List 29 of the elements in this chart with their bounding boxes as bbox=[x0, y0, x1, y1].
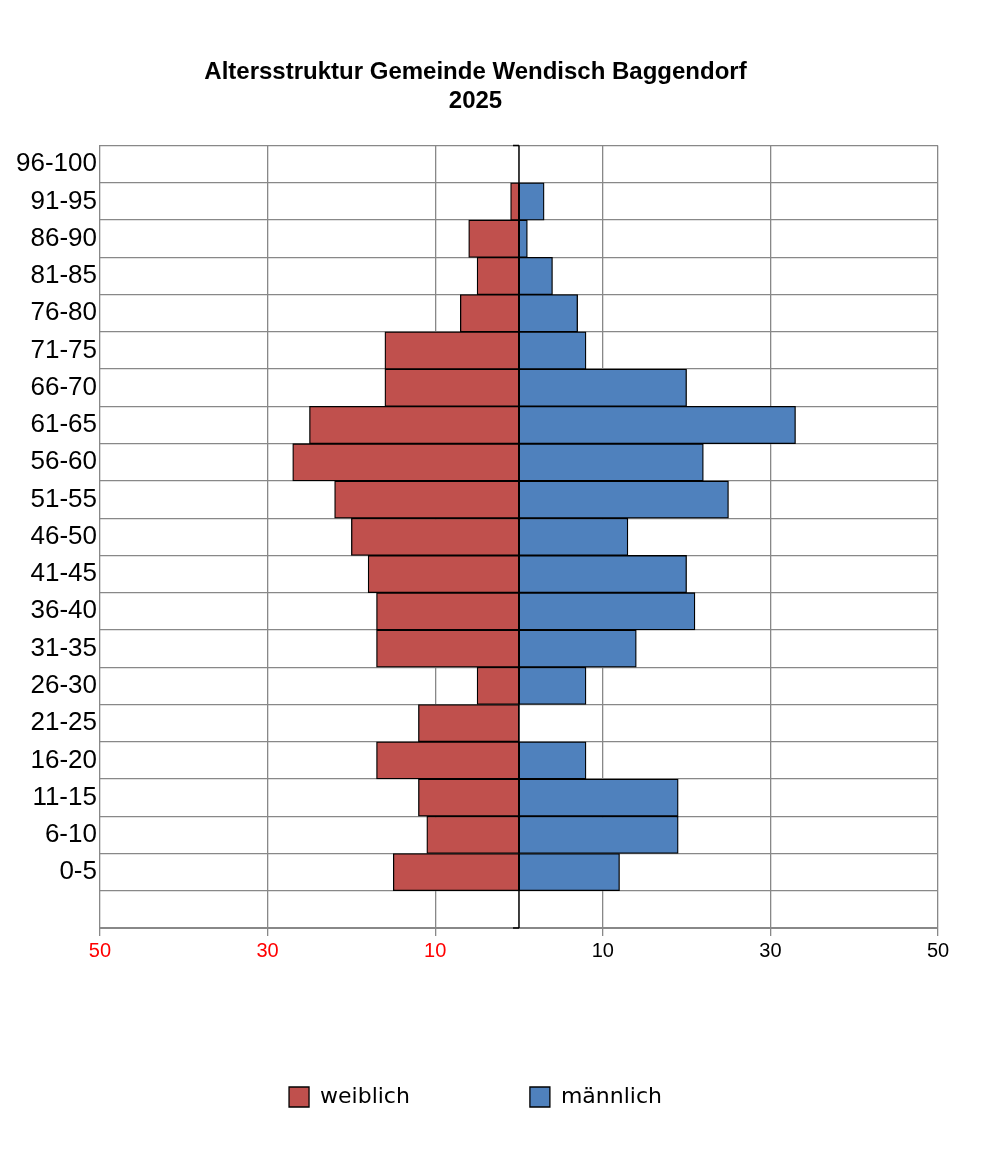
y-tick-label: 86-90 bbox=[30, 221, 97, 252]
x-tick-label: 30 bbox=[256, 938, 279, 961]
y-tick-label: 26-30 bbox=[30, 669, 97, 699]
y-tick-label: 6-10 bbox=[44, 818, 97, 849]
y-tick-label: 16-20 bbox=[30, 743, 97, 774]
y-tick-label: 46-50 bbox=[30, 519, 97, 550]
y-tick-label: 41-45 bbox=[30, 557, 97, 588]
chart-title: Altersstruktur Gemeinde Wendisch Baggendorf 2025 bbox=[204, 57, 748, 113]
y-tick-label: 61-65 bbox=[30, 408, 97, 439]
x-tick-label: 10 bbox=[424, 938, 447, 961]
x-tick-label: 50 bbox=[926, 938, 950, 961]
y-tick-label: 96-100 bbox=[15, 147, 97, 178]
legend-label: weiblich bbox=[320, 1082, 410, 1108]
y-tick-label: 36-40 bbox=[30, 594, 97, 625]
y-tick-label: 91-95 bbox=[30, 184, 97, 215]
y-tick-label: 71-75 bbox=[30, 333, 97, 364]
y-tick-label: 76-80 bbox=[30, 296, 97, 327]
y-tick-label: 56-60 bbox=[30, 445, 97, 476]
y-tick-label: 31-35 bbox=[30, 631, 97, 662]
y-tick-label: 11-15 bbox=[32, 780, 97, 811]
legend-label: männlich bbox=[560, 1082, 662, 1108]
x-tick-label: 30 bbox=[759, 938, 782, 961]
x-tick-label: 10 bbox=[591, 938, 614, 961]
y-tick-label: 51-55 bbox=[30, 482, 97, 513]
y-tick-label: 0-5 bbox=[59, 855, 97, 886]
y-tick-label: 81-85 bbox=[30, 259, 97, 290]
x-tick-label: 50 bbox=[88, 938, 112, 961]
y-tick-label: 21-25 bbox=[30, 706, 97, 737]
y-tick-label: 66-70 bbox=[30, 370, 97, 401]
